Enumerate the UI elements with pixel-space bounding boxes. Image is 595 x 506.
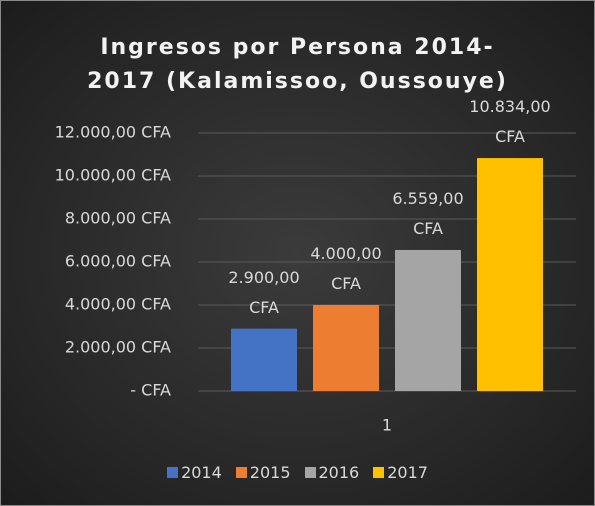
y-tick-label: 8.000,00 CFA bbox=[65, 209, 171, 228]
y-tick-label: 2.000,00 CFA bbox=[65, 338, 171, 357]
bar bbox=[477, 158, 543, 391]
bar bbox=[313, 305, 379, 391]
legend-swatch bbox=[167, 467, 179, 478]
x-tick-label: 1 bbox=[382, 416, 392, 435]
title-line: 2017 (Kalamissoo, Oussouye) bbox=[87, 69, 508, 94]
legend-label: 2016 bbox=[318, 463, 360, 482]
legend-item: 2014 bbox=[167, 463, 222, 482]
legend-label: 2015 bbox=[249, 463, 291, 482]
legend-label: 2017 bbox=[387, 463, 428, 482]
legend-item: 2017 bbox=[373, 463, 428, 482]
data-label: 2.900,00 CFA bbox=[228, 267, 300, 317]
y-tick-label: 4.000,00 CFA bbox=[65, 295, 171, 314]
legend: 2014 2015 2016 2017 bbox=[1, 463, 594, 482]
data-label: 4.000,00 CFA bbox=[310, 244, 382, 293]
legend-item: 2016 bbox=[304, 463, 360, 482]
title-line: Ingresos por Persona 2014- bbox=[100, 35, 495, 60]
data-label: 10.834,00 CFA bbox=[469, 97, 551, 147]
y-tick-label: 12.000,00 CFA bbox=[55, 123, 171, 142]
bar bbox=[395, 249, 461, 391]
y-tick-label: 6.000,00 CFA bbox=[65, 252, 171, 271]
bar bbox=[231, 328, 297, 391]
legend-label: 2014 bbox=[181, 463, 222, 482]
legend-item: 2015 bbox=[235, 463, 291, 482]
legend-swatch bbox=[304, 467, 316, 478]
y-tick-label: 10.000,00 CFA bbox=[55, 166, 171, 185]
data-label: 6.559,00 CFA bbox=[392, 188, 464, 238]
legend-swatch bbox=[373, 467, 385, 478]
legend-swatch bbox=[235, 467, 247, 478]
y-tick-label: - CFA bbox=[130, 381, 171, 400]
chart-title: Ingresos por Persona 2014- 2017 (Kalamis… bbox=[1, 31, 594, 99]
